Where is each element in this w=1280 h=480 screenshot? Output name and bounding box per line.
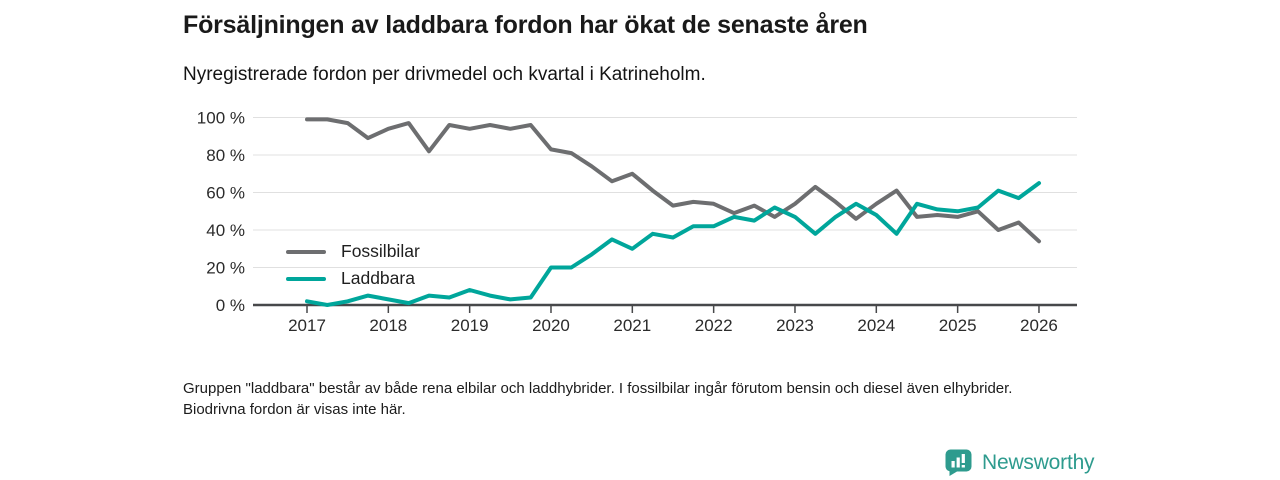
footnote: Gruppen "laddbara" består av både rena e… <box>183 380 1013 418</box>
x-axis-label: 2023 <box>776 316 814 335</box>
legend-swatch-laddbara <box>286 276 326 281</box>
axes <box>253 303 1077 313</box>
series-line-laddbara <box>305 181 1041 307</box>
y-axis-label: 40 % <box>206 221 245 240</box>
x-axis-label: 2018 <box>369 316 407 335</box>
gridlines <box>253 117 1077 268</box>
series-lines <box>305 117 1041 307</box>
chart-title: Försäljningen av laddbara fordon har öka… <box>183 11 868 39</box>
legend-label-fossilbilar: Fossilbilar <box>341 241 420 261</box>
x-axis-label: 2025 <box>939 316 977 335</box>
y-axis-label: 80 % <box>206 146 245 165</box>
y-axis-label: 0 % <box>216 296 245 315</box>
series-line-fossilbilar <box>305 117 1041 244</box>
legend-swatch-fossilbilar <box>286 249 326 254</box>
x-axis-label: 2024 <box>857 316 895 335</box>
x-axis-label: 2017 <box>288 316 326 335</box>
newsworthy-logo-text: Newsworthy <box>982 450 1095 474</box>
newsworthy-pin-bar-chart-icon <box>945 449 972 476</box>
legend: Fossilbilar Laddbara <box>286 238 420 292</box>
y-axis-label: 20 % <box>206 259 245 278</box>
x-axis-label: 2026 <box>1020 316 1058 335</box>
legend-label-laddbara: Laddbara <box>341 268 415 288</box>
legend-row-laddbara: Laddbara <box>286 265 420 292</box>
x-axis-label: 2021 <box>613 316 651 335</box>
x-axis-label: 2022 <box>695 316 733 335</box>
newsworthy-logo: Newsworthy <box>944 448 1095 477</box>
legend-row-fossilbilar: Fossilbilar <box>286 238 420 265</box>
y-axis-label: 100 % <box>197 109 245 128</box>
chart-subtitle: Nyregistrerade fordon per drivmedel och … <box>183 64 706 85</box>
x-axis-label: 2020 <box>532 316 570 335</box>
x-axis-label: 2019 <box>451 316 489 335</box>
axis-labels: 0 % 20 % 40 % 60 % 80 % 100 % 2017 2018 2019 2020… <box>197 109 1058 336</box>
y-axis-label: 60 % <box>206 184 245 203</box>
